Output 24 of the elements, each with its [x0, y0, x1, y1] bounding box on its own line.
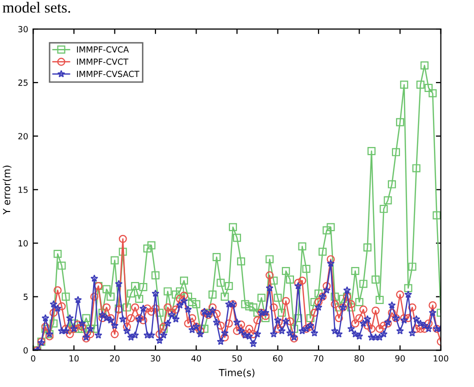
- x-tick-label: 60: [273, 355, 283, 362]
- x-axis-title: Time(s): [218, 368, 254, 378]
- y-tick-label: 0: [24, 347, 28, 354]
- y-tick-label: 25: [18, 80, 28, 86]
- legend-label: IMMPF-CVSACT: [77, 70, 140, 78]
- y-tick-label: 10: [18, 240, 28, 246]
- x-tick-label: 90: [395, 355, 405, 362]
- x-tick-label: 80: [354, 355, 364, 362]
- x-tick-label: 100: [434, 355, 448, 362]
- y-tick-label: 30: [18, 26, 28, 32]
- x-tick-label: 40: [191, 355, 201, 362]
- x-tick-label: 20: [110, 355, 120, 362]
- text: model sets.: [2, 2, 70, 13]
- y-tick-label: 20: [18, 133, 28, 140]
- x-tick-label: 50: [232, 355, 242, 362]
- legend-label: IMMPF-CVCT: [77, 58, 128, 65]
- legend-label: IMMPF-CVCA: [77, 46, 129, 53]
- x-tick-label: 0: [31, 355, 36, 362]
- y-axis-title: Y error(m): [2, 166, 12, 214]
- y-tick-label: 15: [18, 186, 28, 193]
- y-tick-label: 5: [24, 294, 28, 300]
- x-tick-label: 10: [70, 355, 79, 362]
- x-tick-label: 30: [150, 355, 160, 362]
- x-tick-label: 70: [314, 355, 324, 362]
